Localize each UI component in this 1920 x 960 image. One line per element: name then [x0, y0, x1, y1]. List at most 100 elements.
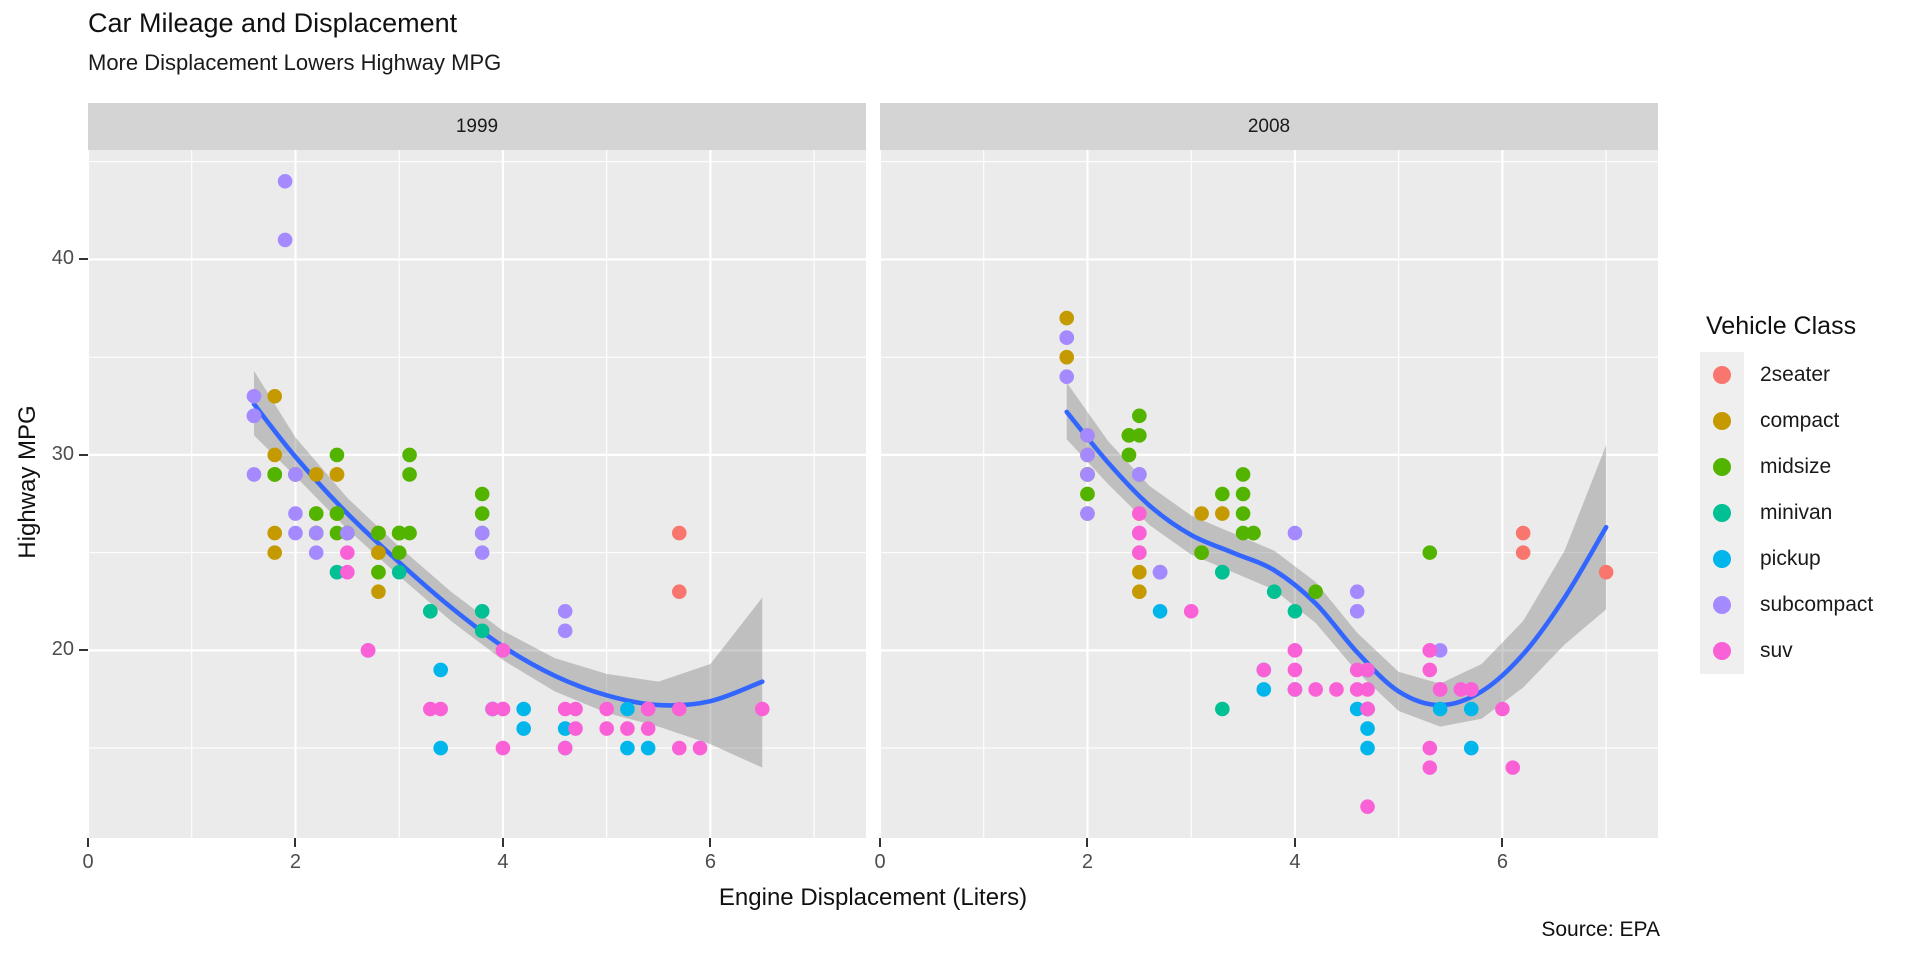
source-caption: Source: EPA: [1541, 918, 1660, 941]
data-point-suv: [1132, 525, 1147, 541]
data-point-subcompact: [1080, 467, 1095, 482]
data-point-midsize: [267, 467, 283, 482]
data-point-subcompact: [246, 408, 262, 424]
facet-strip-label: 2008: [880, 103, 1658, 150]
data-point-suv: [754, 701, 770, 717]
x-tick-label: 4: [497, 851, 509, 873]
facet-panel-2008: 2008 0 2 4 6: [874, 103, 1658, 873]
legend-item-subcompact: subcompact: [1760, 593, 1874, 616]
data-point-suv: [1349, 662, 1365, 678]
smooth-line: [1064, 409, 1609, 708]
data-point-compact: [1059, 310, 1075, 326]
data-point-suv: [485, 701, 500, 717]
x-tick-mark: [294, 838, 297, 847]
data-point-midsize: [1132, 408, 1147, 424]
x-tick-mark: [87, 838, 89, 847]
data-point-pickup: [640, 740, 656, 756]
data-point-compact: [267, 388, 283, 404]
data-point-midsize: [1422, 545, 1438, 560]
data-point-compact: [267, 545, 283, 560]
x-tick-label: 2: [1081, 851, 1094, 873]
data-point-minivan: [1266, 584, 1282, 600]
data-point-compact: [267, 447, 283, 463]
legend-title: Vehicle Class: [1706, 312, 1857, 340]
facet-panel-1999: 1999 0 2 4 6: [82, 103, 866, 873]
data-point-subcompact: [340, 525, 355, 541]
data-point-midsize: [1235, 525, 1251, 541]
data-point-subcompact: [1152, 564, 1168, 580]
data-point-subcompact: [1287, 525, 1303, 541]
data-point-minivan: [474, 603, 490, 619]
data-point-minivan: [1215, 701, 1230, 717]
data-point-minivan: [329, 564, 345, 580]
data-point-subcompact: [474, 545, 490, 560]
page-subtitle: More Displacement Lowers Highway MPG: [88, 50, 502, 75]
data-point-midsize: [371, 525, 386, 541]
data-point-subcompact: [288, 506, 303, 521]
y-tick-mark: [79, 649, 88, 652]
data-point-subcompact: [308, 545, 324, 560]
data-point-pickup: [620, 701, 635, 717]
x-tick-label: 4: [1289, 851, 1301, 873]
legend-key-dot-subcompact: [1713, 596, 1731, 614]
legend-key-dot-2seater: [1713, 366, 1731, 384]
data-point-subcompact: [1349, 584, 1365, 600]
data-point-compact: [1059, 349, 1075, 365]
data-point-minivan: [1215, 564, 1230, 580]
data-point-suv: [692, 740, 708, 756]
data-point-suv: [640, 701, 656, 717]
x-tick-label: 6: [1496, 851, 1508, 873]
y-axis-title: Highway MPG: [14, 405, 41, 559]
data-point-suv: [1360, 682, 1375, 697]
legend-key-strip: [1700, 352, 1744, 674]
x-tick-mark: [709, 838, 712, 847]
data-point-suv: [640, 721, 656, 736]
data-point-subcompact: [288, 525, 303, 541]
data-point-pickup: [1152, 603, 1168, 619]
data-point-suv: [1287, 662, 1303, 678]
data-point-suv: [1422, 740, 1438, 756]
x-tick-mark: [879, 838, 881, 847]
panel-plot-area: [88, 150, 866, 838]
data-point-suv: [1360, 701, 1375, 717]
x-tick-label: 0: [874, 851, 886, 873]
data-point-subcompact: [557, 603, 573, 619]
data-point-pickup: [1360, 740, 1375, 756]
data-point-midsize: [1080, 486, 1095, 502]
data-point-midsize: [1194, 545, 1209, 560]
panel-plot-area: [880, 150, 1658, 838]
data-point-midsize: [402, 525, 417, 541]
data-point-compact: [267, 525, 283, 541]
data-point-suv: [495, 740, 511, 756]
data-point-compact: [308, 467, 324, 482]
data-point-suv: [557, 701, 573, 717]
data-point-pickup: [433, 740, 448, 756]
data-point-suv: [671, 740, 687, 756]
data-point-pickup: [1463, 740, 1479, 756]
facet-strip-label: 1999: [88, 103, 866, 150]
data-point-suv: [1422, 760, 1438, 775]
data-point-suv: [340, 564, 355, 580]
data-point-suv: [1360, 662, 1375, 678]
data-point-midsize: [308, 506, 324, 521]
data-point-suv: [1287, 682, 1303, 697]
data-point-suv: [495, 643, 511, 658]
data-point-suv: [1183, 603, 1199, 619]
data-point-suv: [1360, 799, 1375, 815]
data-point-suv: [433, 701, 448, 717]
data-point-2seater: [1598, 564, 1614, 580]
data-point-suv: [671, 701, 687, 717]
x-tick-mark: [1293, 838, 1296, 847]
data-point-subcompact: [308, 525, 324, 541]
data-point-subcompact: [1432, 643, 1448, 658]
data-point-suv: [360, 643, 376, 658]
data-point-pickup: [1360, 721, 1375, 736]
data-point-suv: [557, 740, 573, 756]
data-point-midsize: [1235, 506, 1251, 521]
data-point-suv: [1132, 545, 1147, 560]
data-point-pickup: [433, 662, 448, 678]
data-point-subcompact: [1349, 603, 1365, 619]
data-point-pickup: [1463, 701, 1479, 717]
data-point-suv: [340, 545, 355, 560]
